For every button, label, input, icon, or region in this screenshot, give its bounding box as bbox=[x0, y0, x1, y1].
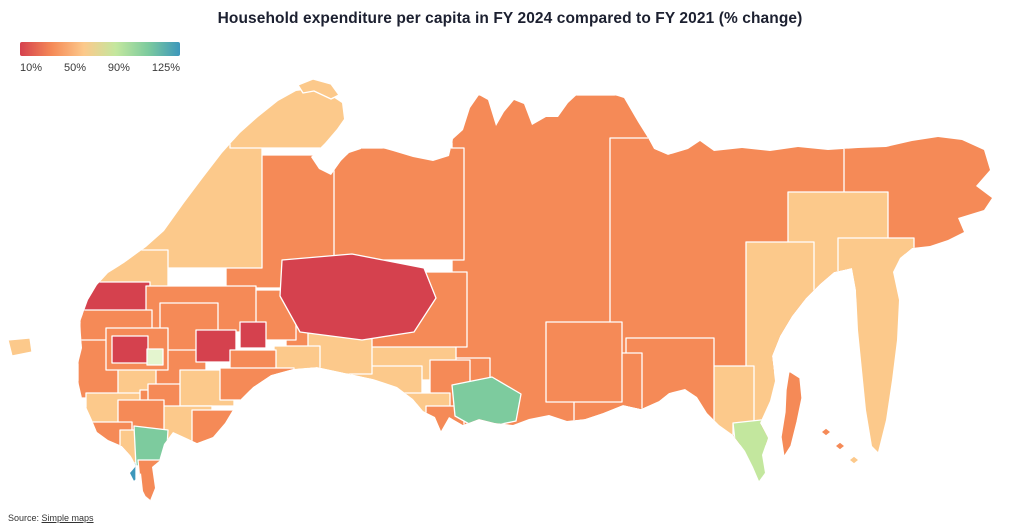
map-region-peach[interactable] bbox=[297, 78, 340, 100]
map-region-orange[interactable] bbox=[834, 441, 846, 451]
legend-tick-90: 90% bbox=[107, 62, 130, 74]
map-region-peach[interactable] bbox=[273, 345, 321, 385]
map-region-orange[interactable] bbox=[780, 370, 803, 458]
map-region-red[interactable] bbox=[239, 321, 267, 349]
map-region-orange[interactable] bbox=[545, 321, 623, 403]
map-region-peach[interactable] bbox=[745, 241, 815, 435]
map-region-orange[interactable] bbox=[333, 147, 465, 261]
map-region-orange[interactable] bbox=[820, 427, 832, 437]
map-region-palegreen[interactable] bbox=[146, 348, 164, 366]
legend-gradient-bar bbox=[20, 42, 180, 56]
map-region-red[interactable] bbox=[279, 253, 437, 341]
legend: 10% 50% 90% 125% bbox=[20, 42, 180, 74]
map-region-orange[interactable] bbox=[219, 367, 295, 401]
page-title: Household expenditure per capita in FY 2… bbox=[217, 10, 803, 27]
map-region-teal[interactable] bbox=[124, 462, 137, 482]
map-region-peach[interactable] bbox=[837, 237, 915, 463]
map-region-peach[interactable] bbox=[7, 337, 33, 357]
map-region-red[interactable] bbox=[81, 281, 151, 315]
legend-tick-125: 125% bbox=[151, 62, 180, 74]
source-note: Source: Simple maps bbox=[8, 513, 94, 523]
map-region-lightgreen[interactable] bbox=[732, 418, 775, 485]
map-region-green[interactable] bbox=[451, 376, 522, 430]
legend-tick-50: 50% bbox=[63, 62, 86, 74]
map-region-red[interactable] bbox=[111, 335, 149, 364]
map-region-peach[interactable] bbox=[119, 139, 263, 269]
source-label: Source: bbox=[8, 513, 42, 523]
legend-tick-labels: 10% 50% 90% 125% bbox=[20, 62, 180, 74]
map-region-orange[interactable] bbox=[191, 409, 239, 449]
map-region-orange[interactable] bbox=[137, 459, 161, 504]
source-link[interactable]: Simple maps bbox=[41, 513, 94, 523]
legend-tick-10: 10% bbox=[20, 62, 43, 74]
map-region-peach[interactable] bbox=[848, 455, 860, 465]
